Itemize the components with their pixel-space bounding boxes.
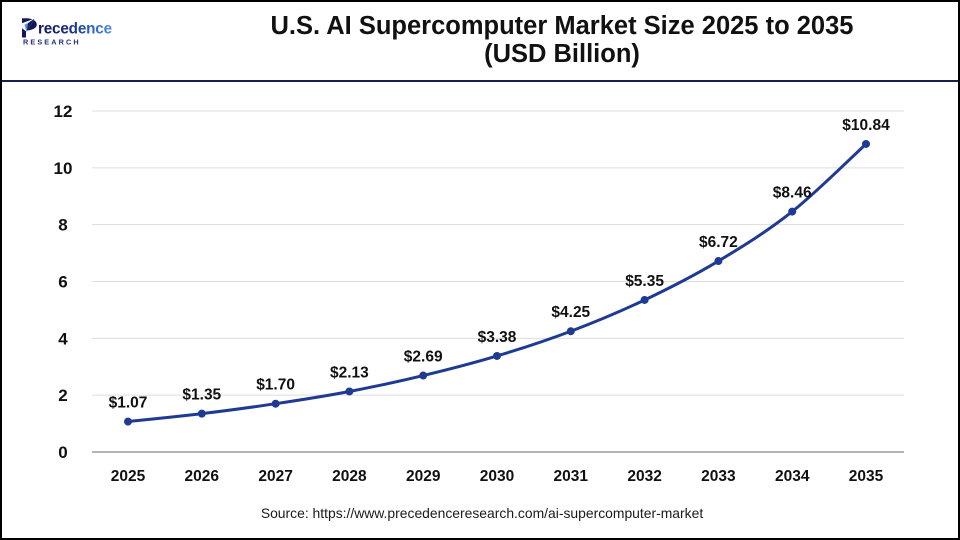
svg-text:$4.25: $4.25 bbox=[551, 304, 590, 321]
svg-text:2035: 2035 bbox=[849, 468, 884, 485]
svg-text:2034: 2034 bbox=[775, 468, 810, 485]
svg-text:4: 4 bbox=[58, 329, 68, 348]
svg-text:recedence: recedence bbox=[38, 20, 112, 37]
svg-text:$1.70: $1.70 bbox=[256, 377, 295, 394]
svg-text:2: 2 bbox=[58, 386, 67, 405]
svg-text:$3.38: $3.38 bbox=[478, 329, 517, 346]
svg-text:$6.72: $6.72 bbox=[699, 234, 738, 251]
svg-text:2026: 2026 bbox=[185, 468, 220, 485]
svg-text:2028: 2028 bbox=[332, 468, 367, 485]
svg-text:2031: 2031 bbox=[554, 468, 589, 485]
svg-text:2032: 2032 bbox=[627, 468, 661, 485]
svg-text:$10.84: $10.84 bbox=[842, 117, 890, 134]
svg-text:$1.07: $1.07 bbox=[109, 395, 148, 412]
svg-text:10: 10 bbox=[54, 159, 73, 178]
svg-text:$2.13: $2.13 bbox=[330, 364, 369, 381]
svg-text:$8.46: $8.46 bbox=[773, 185, 812, 202]
svg-text:8: 8 bbox=[58, 216, 67, 235]
svg-text:0: 0 bbox=[58, 443, 67, 462]
svg-text:2033: 2033 bbox=[701, 468, 736, 485]
svg-text:2030: 2030 bbox=[480, 468, 514, 485]
svg-text:Source: https://www.precedence: Source: https://www.precedenceresearch.c… bbox=[261, 505, 704, 521]
svg-text:$1.35: $1.35 bbox=[182, 387, 221, 404]
svg-text:$5.35: $5.35 bbox=[625, 273, 664, 290]
svg-text:2025: 2025 bbox=[111, 468, 146, 485]
svg-text:2027: 2027 bbox=[258, 468, 292, 485]
svg-text:12: 12 bbox=[54, 102, 73, 121]
svg-text:6: 6 bbox=[58, 273, 67, 292]
svg-text:$2.69: $2.69 bbox=[404, 349, 443, 366]
svg-text:RESEARCH: RESEARCH bbox=[23, 38, 81, 47]
svg-text:2029: 2029 bbox=[406, 468, 441, 485]
